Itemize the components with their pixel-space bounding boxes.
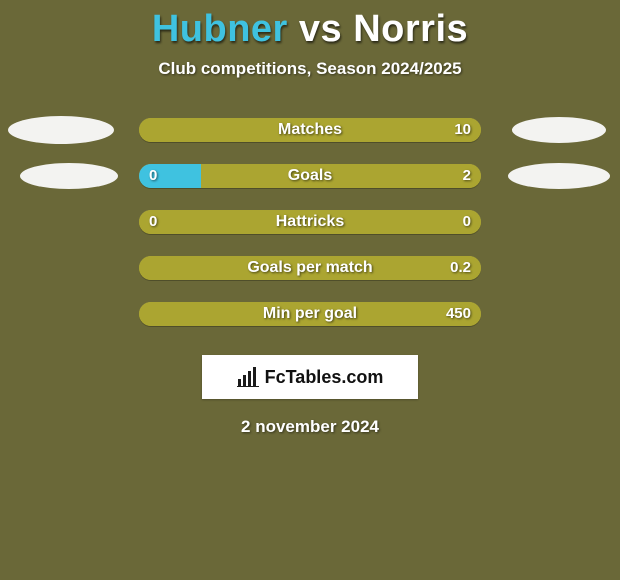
stat-label: Min per goal	[139, 302, 481, 326]
stat-row: Goals per match0.2	[0, 245, 620, 291]
stat-bar: Min per goal450	[139, 302, 481, 326]
decorative-oval	[8, 116, 114, 144]
bar-chart-icon	[237, 367, 259, 387]
stat-label: Goals	[139, 164, 481, 188]
stat-value-left: 0	[149, 210, 157, 234]
date-caption: 2 november 2024	[0, 417, 620, 437]
stat-label: Matches	[139, 118, 481, 142]
stat-value-right: 0	[463, 210, 471, 234]
stat-rows: Matches10Goals02Hattricks00Goals per mat…	[0, 107, 620, 337]
decorative-oval	[20, 163, 118, 189]
decorative-oval	[508, 163, 610, 189]
stat-bar: Matches10	[139, 118, 481, 142]
stat-bar: Goals per match0.2	[139, 256, 481, 280]
stat-row: Min per goal450	[0, 291, 620, 337]
stat-bar: Hattricks0 0	[139, 210, 481, 234]
subtitle: Club competitions, Season 2024/2025	[0, 59, 620, 79]
stat-value-right: 10	[454, 118, 471, 142]
stat-bar: Goals0 2	[139, 164, 481, 188]
stat-row: Hattricks0 0	[0, 199, 620, 245]
stat-value-right: 2	[463, 164, 471, 188]
stat-row: Goals0 2	[0, 153, 620, 199]
fctables-logo: FcTables.com	[202, 355, 418, 399]
stat-value-left: 0	[149, 164, 157, 188]
title-player-right: Norris	[353, 8, 468, 50]
page-title: Hubner vs Norris	[0, 0, 620, 51]
logo-text: FcTables.com	[265, 367, 384, 388]
stat-label: Hattricks	[139, 210, 481, 234]
stat-label: Goals per match	[139, 256, 481, 280]
title-vs: vs	[299, 8, 342, 50]
title-player-left: Hubner	[152, 8, 288, 50]
decorative-oval	[512, 117, 606, 143]
comparison-canvas: Hubner vs Norris Club competitions, Seas…	[0, 0, 620, 580]
stat-value-right: 0.2	[450, 256, 471, 280]
stat-value-right: 450	[446, 302, 471, 326]
stat-row: Matches10	[0, 107, 620, 153]
